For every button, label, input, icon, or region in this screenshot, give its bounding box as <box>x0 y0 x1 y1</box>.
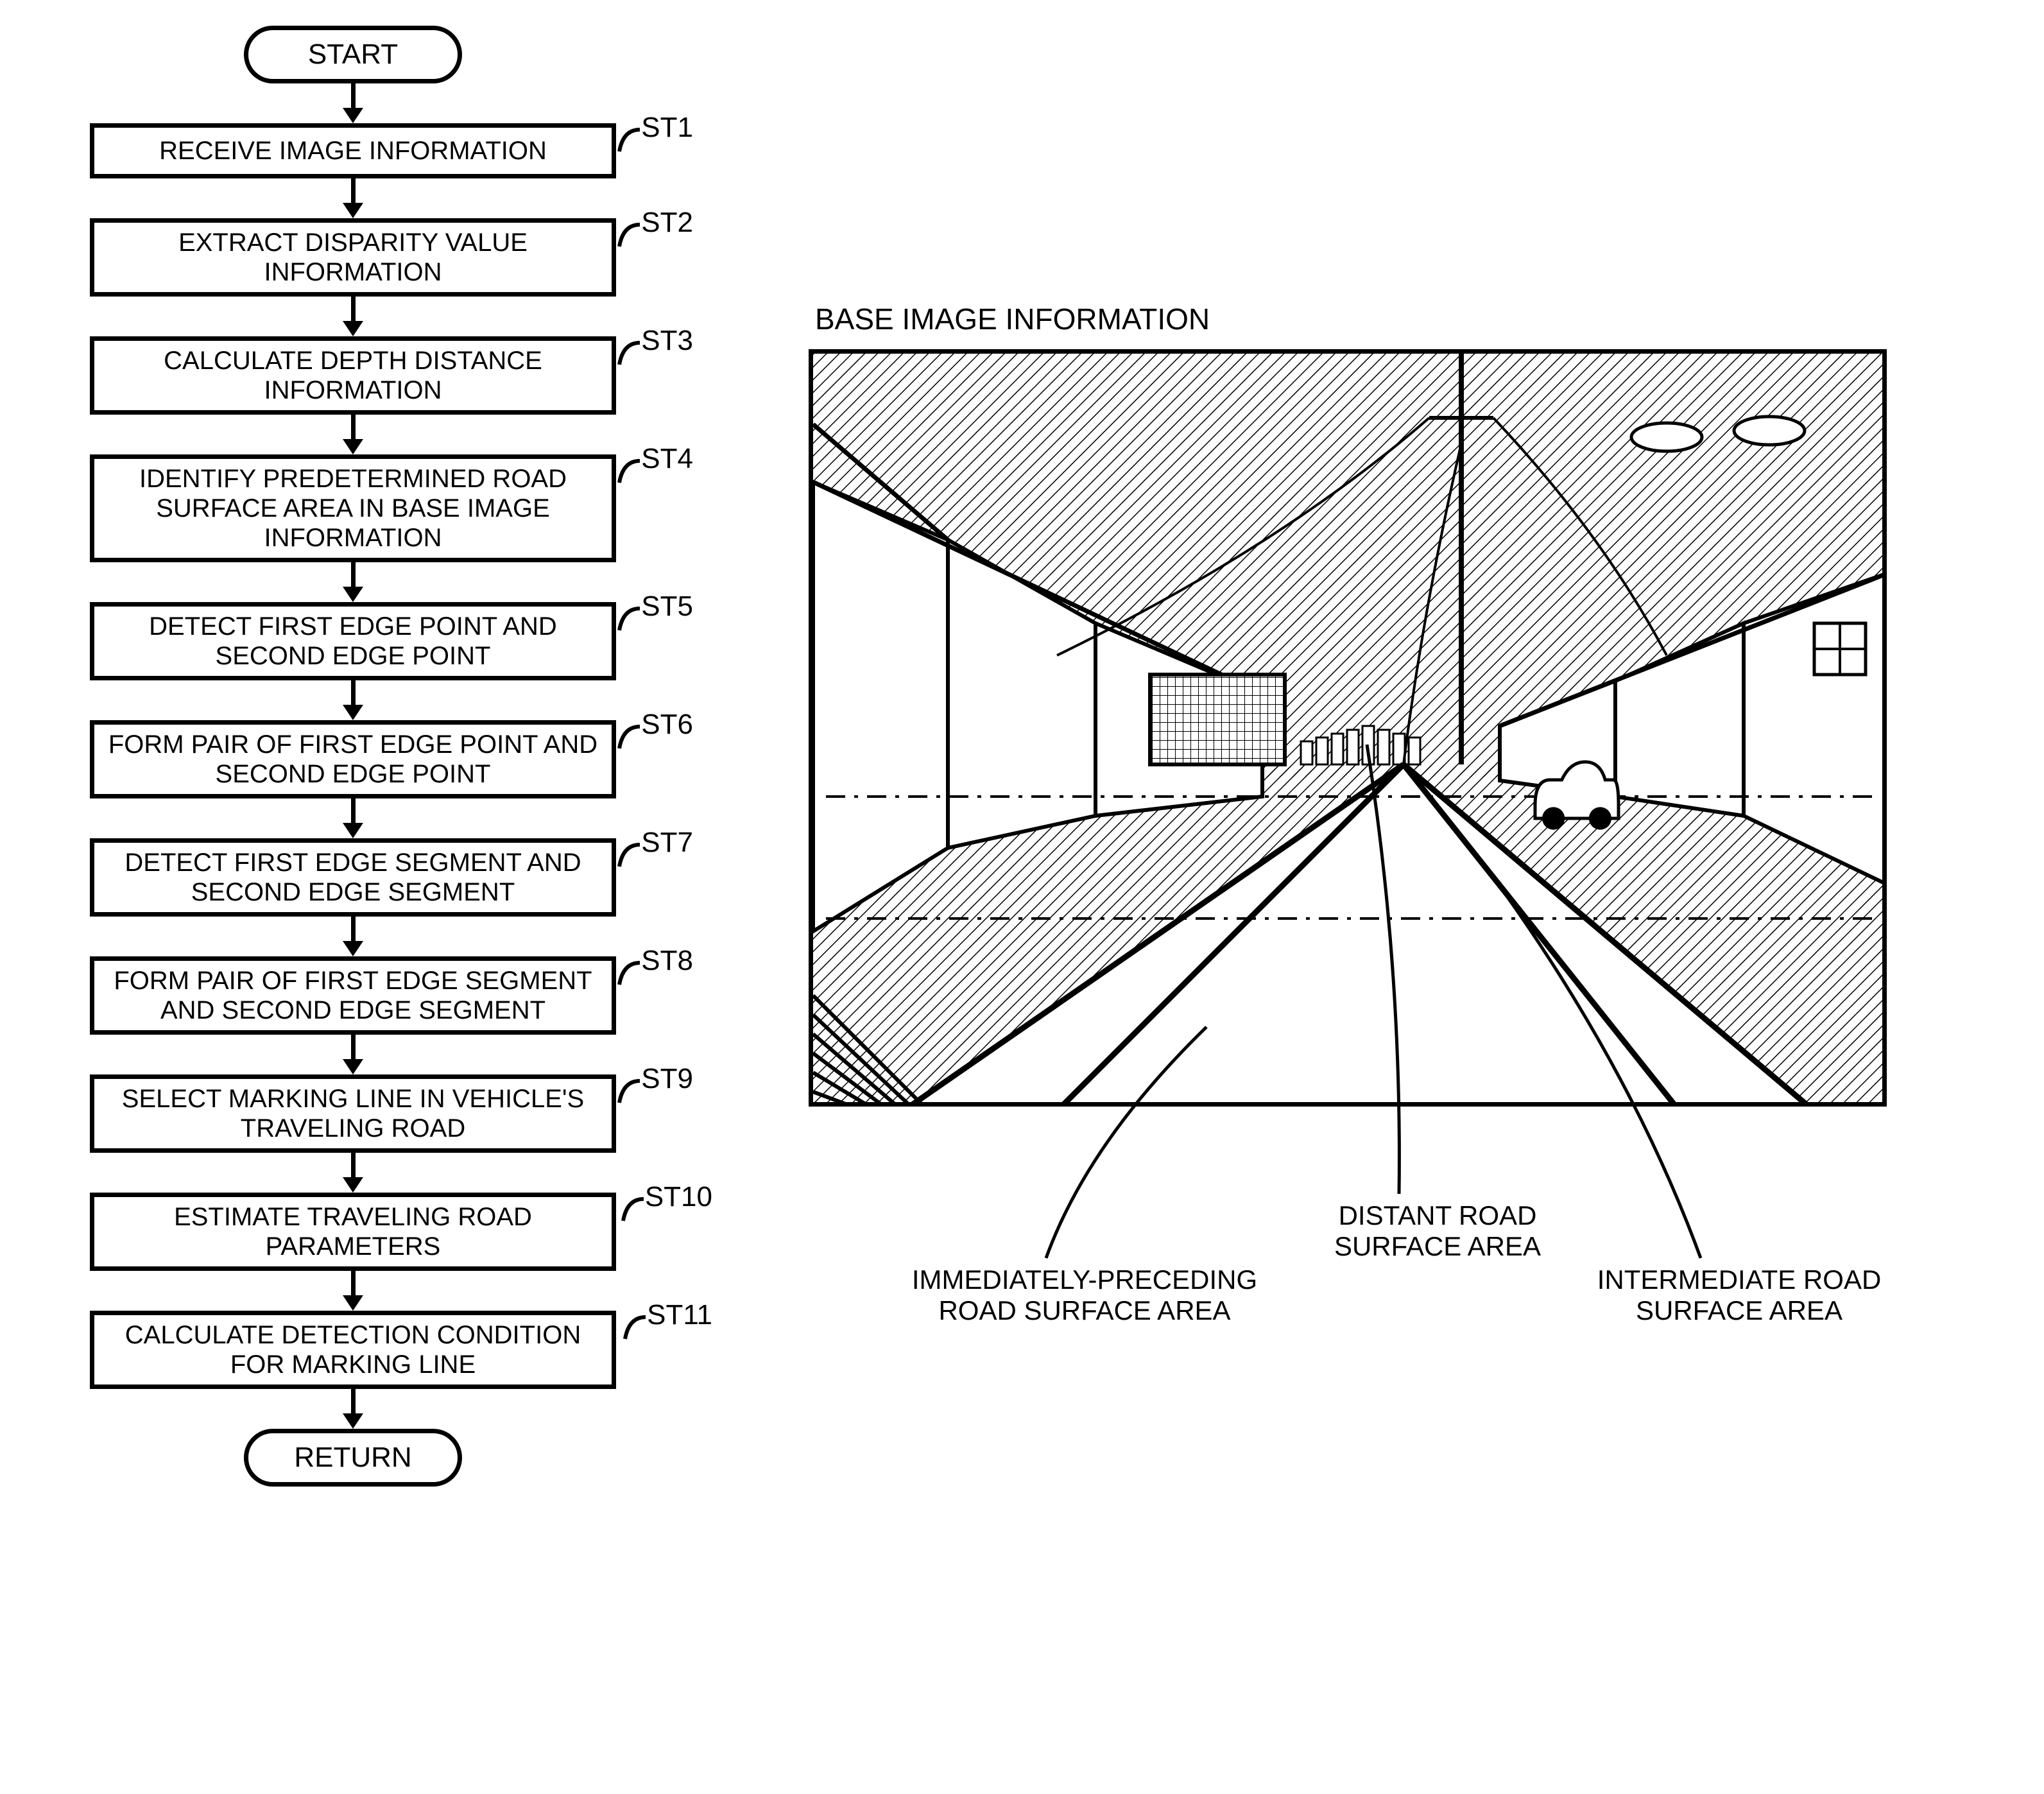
step-label: ST5 <box>641 591 693 623</box>
process-step: SELECT MARKING LINE IN VEHICLE'S TRAVELI… <box>90 1074 616 1153</box>
arrow <box>343 1035 363 1074</box>
process-box: EXTRACT DISPARITY VALUE INFORMATION <box>90 218 616 297</box>
process-box: IDENTIFY PREDETERMINED ROAD SURFACE AREA… <box>90 454 616 562</box>
process-box: ESTIMATE TRAVELING ROAD PARAMETERS <box>90 1193 616 1271</box>
process-box: CALCULATE DETECTION CONDITION FOR MARKIN… <box>90 1311 616 1389</box>
process-box: FORM PAIR OF FIRST EDGE SEGMENT AND SECO… <box>90 956 616 1035</box>
arrow <box>343 1389 363 1429</box>
arrow <box>343 917 363 956</box>
process-step: IDENTIFY PREDETERMINED ROAD SURFACE AREA… <box>90 454 616 562</box>
terminal-return: RETURN <box>244 1429 462 1487</box>
process-step: DETECT FIRST EDGE POINT AND SECOND EDGE … <box>90 602 616 680</box>
process-step: DETECT FIRST EDGE SEGMENT AND SECOND EDG… <box>90 838 616 917</box>
step-label: ST3 <box>641 325 693 357</box>
process-step: CALCULATE DETECTION CONDITION FOR MARKIN… <box>90 1311 616 1389</box>
process-box: DETECT FIRST EDGE POINT AND SECOND EDGE … <box>90 602 616 680</box>
process-box: CALCULATE DEPTH DISTANCE INFORMATION <box>90 336 616 415</box>
terminal-start: START <box>244 26 462 83</box>
page-root: START RECEIVE IMAGE INFORMATIONST1EXTRAC… <box>0 0 2044 1794</box>
step-label: ST2 <box>641 207 693 239</box>
process-box: FORM PAIR OF FIRST EDGE POINT AND SECOND… <box>90 720 616 798</box>
step-label: ST8 <box>641 945 693 977</box>
process-step: CALCULATE DEPTH DISTANCE INFORMATIONST3 <box>90 336 616 415</box>
base-image-title: BASE IMAGE INFORMATION <box>815 302 1951 336</box>
step-label: ST11 <box>647 1299 712 1331</box>
steps-container: RECEIVE IMAGE INFORMATIONST1 EXTRACT DISP… <box>90 123 616 1429</box>
step-label: ST7 <box>641 827 693 859</box>
callout-distant: DISTANT ROADSURFACE AREA <box>1258 1200 1617 1263</box>
flowchart: START RECEIVE IMAGE INFORMATIONST1 EXTRAC… <box>64 26 642 1487</box>
step-label: ST6 <box>641 709 693 741</box>
scene-svg <box>813 354 1887 1107</box>
step-label: ST10 <box>645 1181 712 1213</box>
process-box: DETECT FIRST EDGE SEGMENT AND SECOND EDG… <box>90 838 616 917</box>
arrow <box>343 83 363 123</box>
arrow <box>343 1153 363 1193</box>
arrow <box>343 680 363 720</box>
step-label: ST9 <box>641 1063 693 1095</box>
arrow <box>343 178 363 218</box>
callout-immediately: IMMEDIATELY-PRECEDINGROAD SURFACE AREA <box>905 1264 1264 1327</box>
arrow <box>343 415 363 454</box>
process-box: SELECT MARKING LINE IN VEHICLE'S TRAVELI… <box>90 1074 616 1153</box>
process-step: RECEIVE IMAGE INFORMATIONST1 <box>90 123 616 178</box>
arrow <box>343 1271 363 1311</box>
arrow <box>343 562 363 602</box>
arrow <box>343 798 363 838</box>
process-box: RECEIVE IMAGE INFORMATION <box>90 123 616 178</box>
step-label: ST4 <box>641 443 693 475</box>
base-image-frame <box>809 349 1887 1107</box>
process-step: ESTIMATE TRAVELING ROAD PARAMETERSST10 <box>90 1193 616 1271</box>
process-step: FORM PAIR OF FIRST EDGE SEGMENT AND SECO… <box>90 956 616 1035</box>
step-label: ST1 <box>641 112 693 144</box>
process-step: FORM PAIR OF FIRST EDGE POINT AND SECOND… <box>90 720 616 798</box>
callout-intermediate: INTERMEDIATE ROADSURFACE AREA <box>1559 1264 1919 1327</box>
base-image-panel: BASE IMAGE INFORMATION <box>809 302 1951 1107</box>
process-step: EXTRACT DISPARITY VALUE INFORMATIONST2 <box>90 218 616 297</box>
arrow <box>343 297 363 336</box>
